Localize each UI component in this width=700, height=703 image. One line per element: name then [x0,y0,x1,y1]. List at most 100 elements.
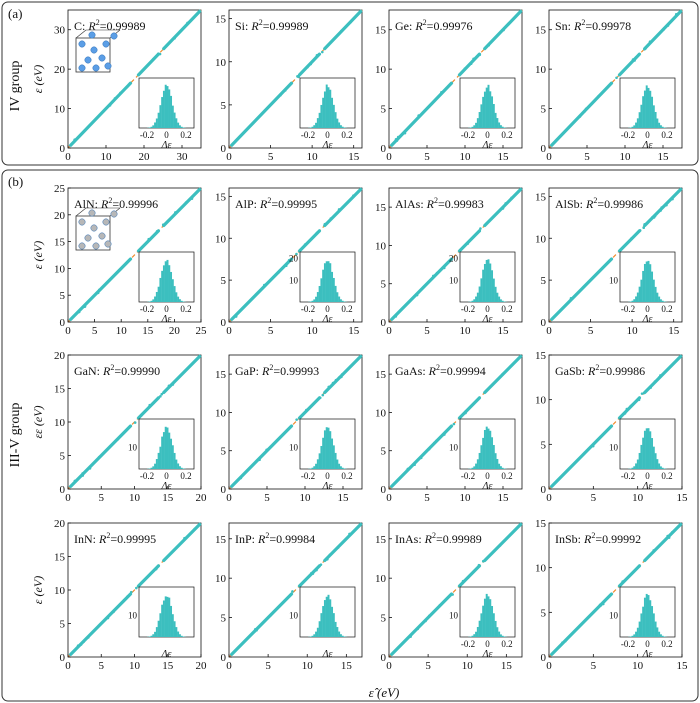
scatter-point [328,553,332,557]
histogram-bar [327,594,330,637]
scatter-point [653,380,657,383]
scatter-point [560,642,564,646]
inset-y-tick-label: 10 [128,442,138,452]
x-tick-label: 0 [226,492,232,504]
subplot-title: GaAs: R2=0.99994 [395,363,486,378]
histogram-bar [325,261,328,302]
scatter-point [289,593,292,597]
scatter-band [457,52,482,77]
histogram-bar [483,264,486,302]
y-tick-label: 5 [60,619,66,631]
histogram-bar [499,466,502,469]
atom [102,40,110,48]
histogram-bar [494,453,497,469]
histogram-bar [331,606,334,637]
scatter-point [295,252,298,256]
y-tick-label: 15 [375,25,387,37]
x-tick-label: 10 [300,492,312,504]
scatter-point [660,206,663,209]
scatter-point [633,59,636,62]
histogram-bar [491,270,494,302]
histogram-bar [640,104,643,128]
inset-x-label: Δε [642,140,653,151]
histogram-bar [631,467,634,469]
inset-histogram: 10 -0.2 0 0.2 Δε [449,586,516,660]
y-tick-label: 15 [54,384,66,396]
histogram-bar [501,635,504,637]
scatter-point [472,57,475,61]
histogram-bar [180,300,183,302]
histogram-bar [636,627,639,637]
x-tick-label: 0 [546,325,552,337]
inset-histogram: 10 20 -0.2 0 0.2 Δε [449,251,516,325]
histogram-bar [661,467,664,469]
histogram-bar [320,104,323,128]
scatter-point [329,217,333,220]
scatter-point [564,639,567,643]
histogram-bar [336,627,339,637]
subplot-title: GaSb: R2=0.99986 [555,363,645,378]
inset-x-label: Δε [322,314,333,325]
scatter-point [87,636,90,639]
inset-histogram: 10 -0.2 0 0.2 Δε [609,251,676,325]
histogram-bar [332,445,335,469]
scatter-point [481,559,485,563]
x-tick-label: 15 [348,151,360,163]
scatter-point [122,598,126,602]
scatter-point [339,29,343,33]
y-axis-label: ε (eV) [31,241,45,269]
histogram-bar [645,85,648,128]
inset-x-tick-label: 0.2 [341,130,352,140]
x-tick-label: 0 [65,660,71,672]
scatter-point [625,407,629,411]
histogram-bar [315,463,318,469]
scatter-point [638,229,642,232]
x-tick-label: 15 [658,151,670,163]
scatter-band [162,354,202,395]
x-tick-label: 5 [264,492,270,504]
histogram-bar [501,300,504,302]
scatter-point [640,392,644,395]
histogram-bar [322,437,325,469]
atom [110,32,118,40]
inset-x-tick-label: -0.2 [621,639,635,649]
histogram-bar [482,96,485,128]
histogram-bar [161,436,164,469]
scatter-point [666,534,669,538]
atom [98,54,106,62]
histogram-bar [498,296,501,302]
histogram-bar [483,91,486,128]
histogram-bar [170,605,173,637]
histogram-bar [635,122,638,128]
scatter-point [126,595,129,598]
scatter-point [309,62,313,66]
scatter-point [337,376,341,379]
histogram-bar [166,86,169,128]
scatter-point [113,97,117,100]
y-tick-label: 15 [535,25,547,37]
scatter-point [623,412,627,415]
plot-frame [548,522,683,658]
scatter-point [442,266,446,270]
subplot-inas: 0 5 10 15 0 5 10 15 InAs: R2=0.99989 10 -0.2 0 0.2 Δε [375,522,523,672]
x-tick-label: 5 [588,325,594,337]
histogram-bar [180,467,183,469]
histogram-bar [649,600,652,637]
histogram-bar [177,122,180,128]
histogram-bar [471,126,474,128]
histogram-bar [161,604,164,637]
histogram-bar [635,296,638,302]
inset-x-tick-label: 0.2 [180,471,191,481]
histogram-bar [331,97,334,128]
scatter-point [644,390,647,393]
histogram-bar [494,112,497,128]
histogram-bar [645,261,648,302]
inset-x-tick-label: -0.2 [461,304,475,314]
inset-x-label: Δε [482,140,493,151]
histogram-bar [656,118,659,128]
scatter-point [461,581,464,585]
scatter-band [390,592,454,656]
histogram-bar [152,634,155,637]
inset-x-tick-label: 0 [325,471,330,481]
scatter-point [433,441,436,445]
